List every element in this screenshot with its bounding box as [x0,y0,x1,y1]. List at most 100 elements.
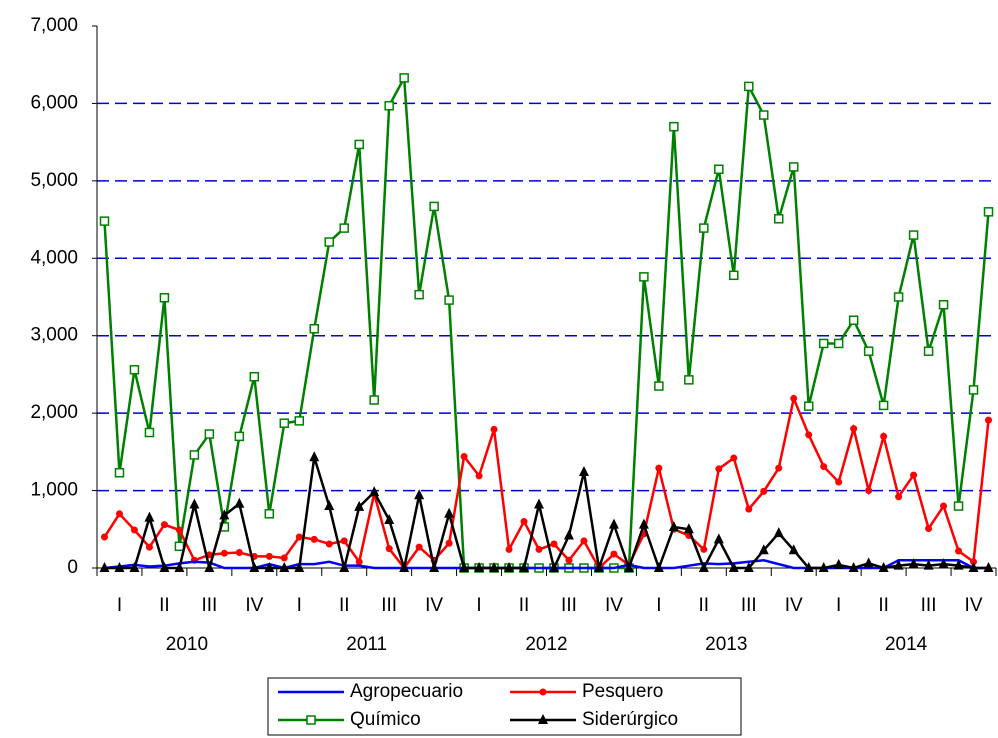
point [444,507,455,518]
point [325,540,333,548]
point [340,537,348,545]
point [669,121,679,132]
point [159,562,170,572]
y-tick-label: 1,000 [30,480,78,501]
x-tick-label: IV [965,595,983,616]
point [699,223,709,233]
point [968,562,979,572]
point [623,562,634,572]
point [580,537,588,545]
point [339,223,349,233]
point [610,550,618,558]
y-tick-label: 6,000 [30,92,78,113]
point [548,562,559,572]
point [820,463,828,471]
point [234,431,245,442]
point [324,500,335,511]
point [144,427,155,438]
point [114,562,125,572]
point [683,523,694,534]
point [145,543,153,551]
x-year-label: 2014 [885,634,928,655]
point [445,539,453,547]
x-year-label: 2012 [525,634,567,655]
point [714,164,724,174]
x-tick-label: III [201,595,217,616]
point [355,558,363,566]
point [369,395,379,405]
point [535,545,543,553]
x-year-label: 2013 [705,634,747,655]
point [865,487,873,495]
point [760,487,768,495]
point [790,394,798,402]
x-tick-label: II [519,595,530,616]
point [893,559,904,570]
point [129,562,140,572]
point [940,502,948,510]
x-tick-label: II [159,595,170,616]
point [219,509,230,520]
point [983,562,994,572]
point [818,562,829,572]
point [459,562,470,572]
point [638,518,649,529]
point [759,110,769,120]
point [863,346,874,356]
point [339,562,350,572]
point [354,500,365,511]
point [970,558,978,566]
x-tick-label: IV [605,595,623,616]
y-tick-label: 4,000 [30,247,78,268]
point [668,520,679,531]
point [775,464,783,472]
point [593,562,604,572]
x-tick-label: I [297,595,302,616]
point [415,543,423,551]
point [264,562,275,572]
x-tick-label: IV [785,595,803,616]
point [880,432,888,440]
point [653,562,664,572]
legend: Agropecuario Pesquero Químico Siderúrgico [267,677,742,736]
point [923,559,934,570]
point [414,489,425,500]
x-tick-label: II [878,595,889,616]
point [294,416,305,426]
point [803,562,814,572]
point [384,101,394,111]
point [475,472,483,480]
point [369,486,380,497]
point [565,556,573,564]
point [878,400,889,411]
y-tick-label: 3,000 [30,325,78,346]
point [684,375,694,385]
legend-label: Agropecuario [350,681,463,702]
y-tick-label: 2,000 [30,402,78,423]
point [279,418,290,428]
point [306,715,316,725]
point [234,497,245,508]
point [189,498,200,509]
point [489,562,500,572]
point [520,518,528,526]
point [788,544,799,555]
y-tick-label: 7,000 [30,15,78,36]
point [639,272,649,282]
point [908,558,919,569]
point [249,562,260,572]
point [384,513,395,524]
legend-label: Pesquero [582,681,663,702]
point [115,510,123,518]
point [474,562,485,572]
point [534,498,545,509]
point [249,372,260,382]
series-line [103,394,990,571]
point [910,471,918,479]
point [713,533,724,544]
x-tick-label: III [741,595,757,616]
point [414,289,424,300]
point [429,201,439,212]
legend-label: Siderúrgico [582,709,678,730]
